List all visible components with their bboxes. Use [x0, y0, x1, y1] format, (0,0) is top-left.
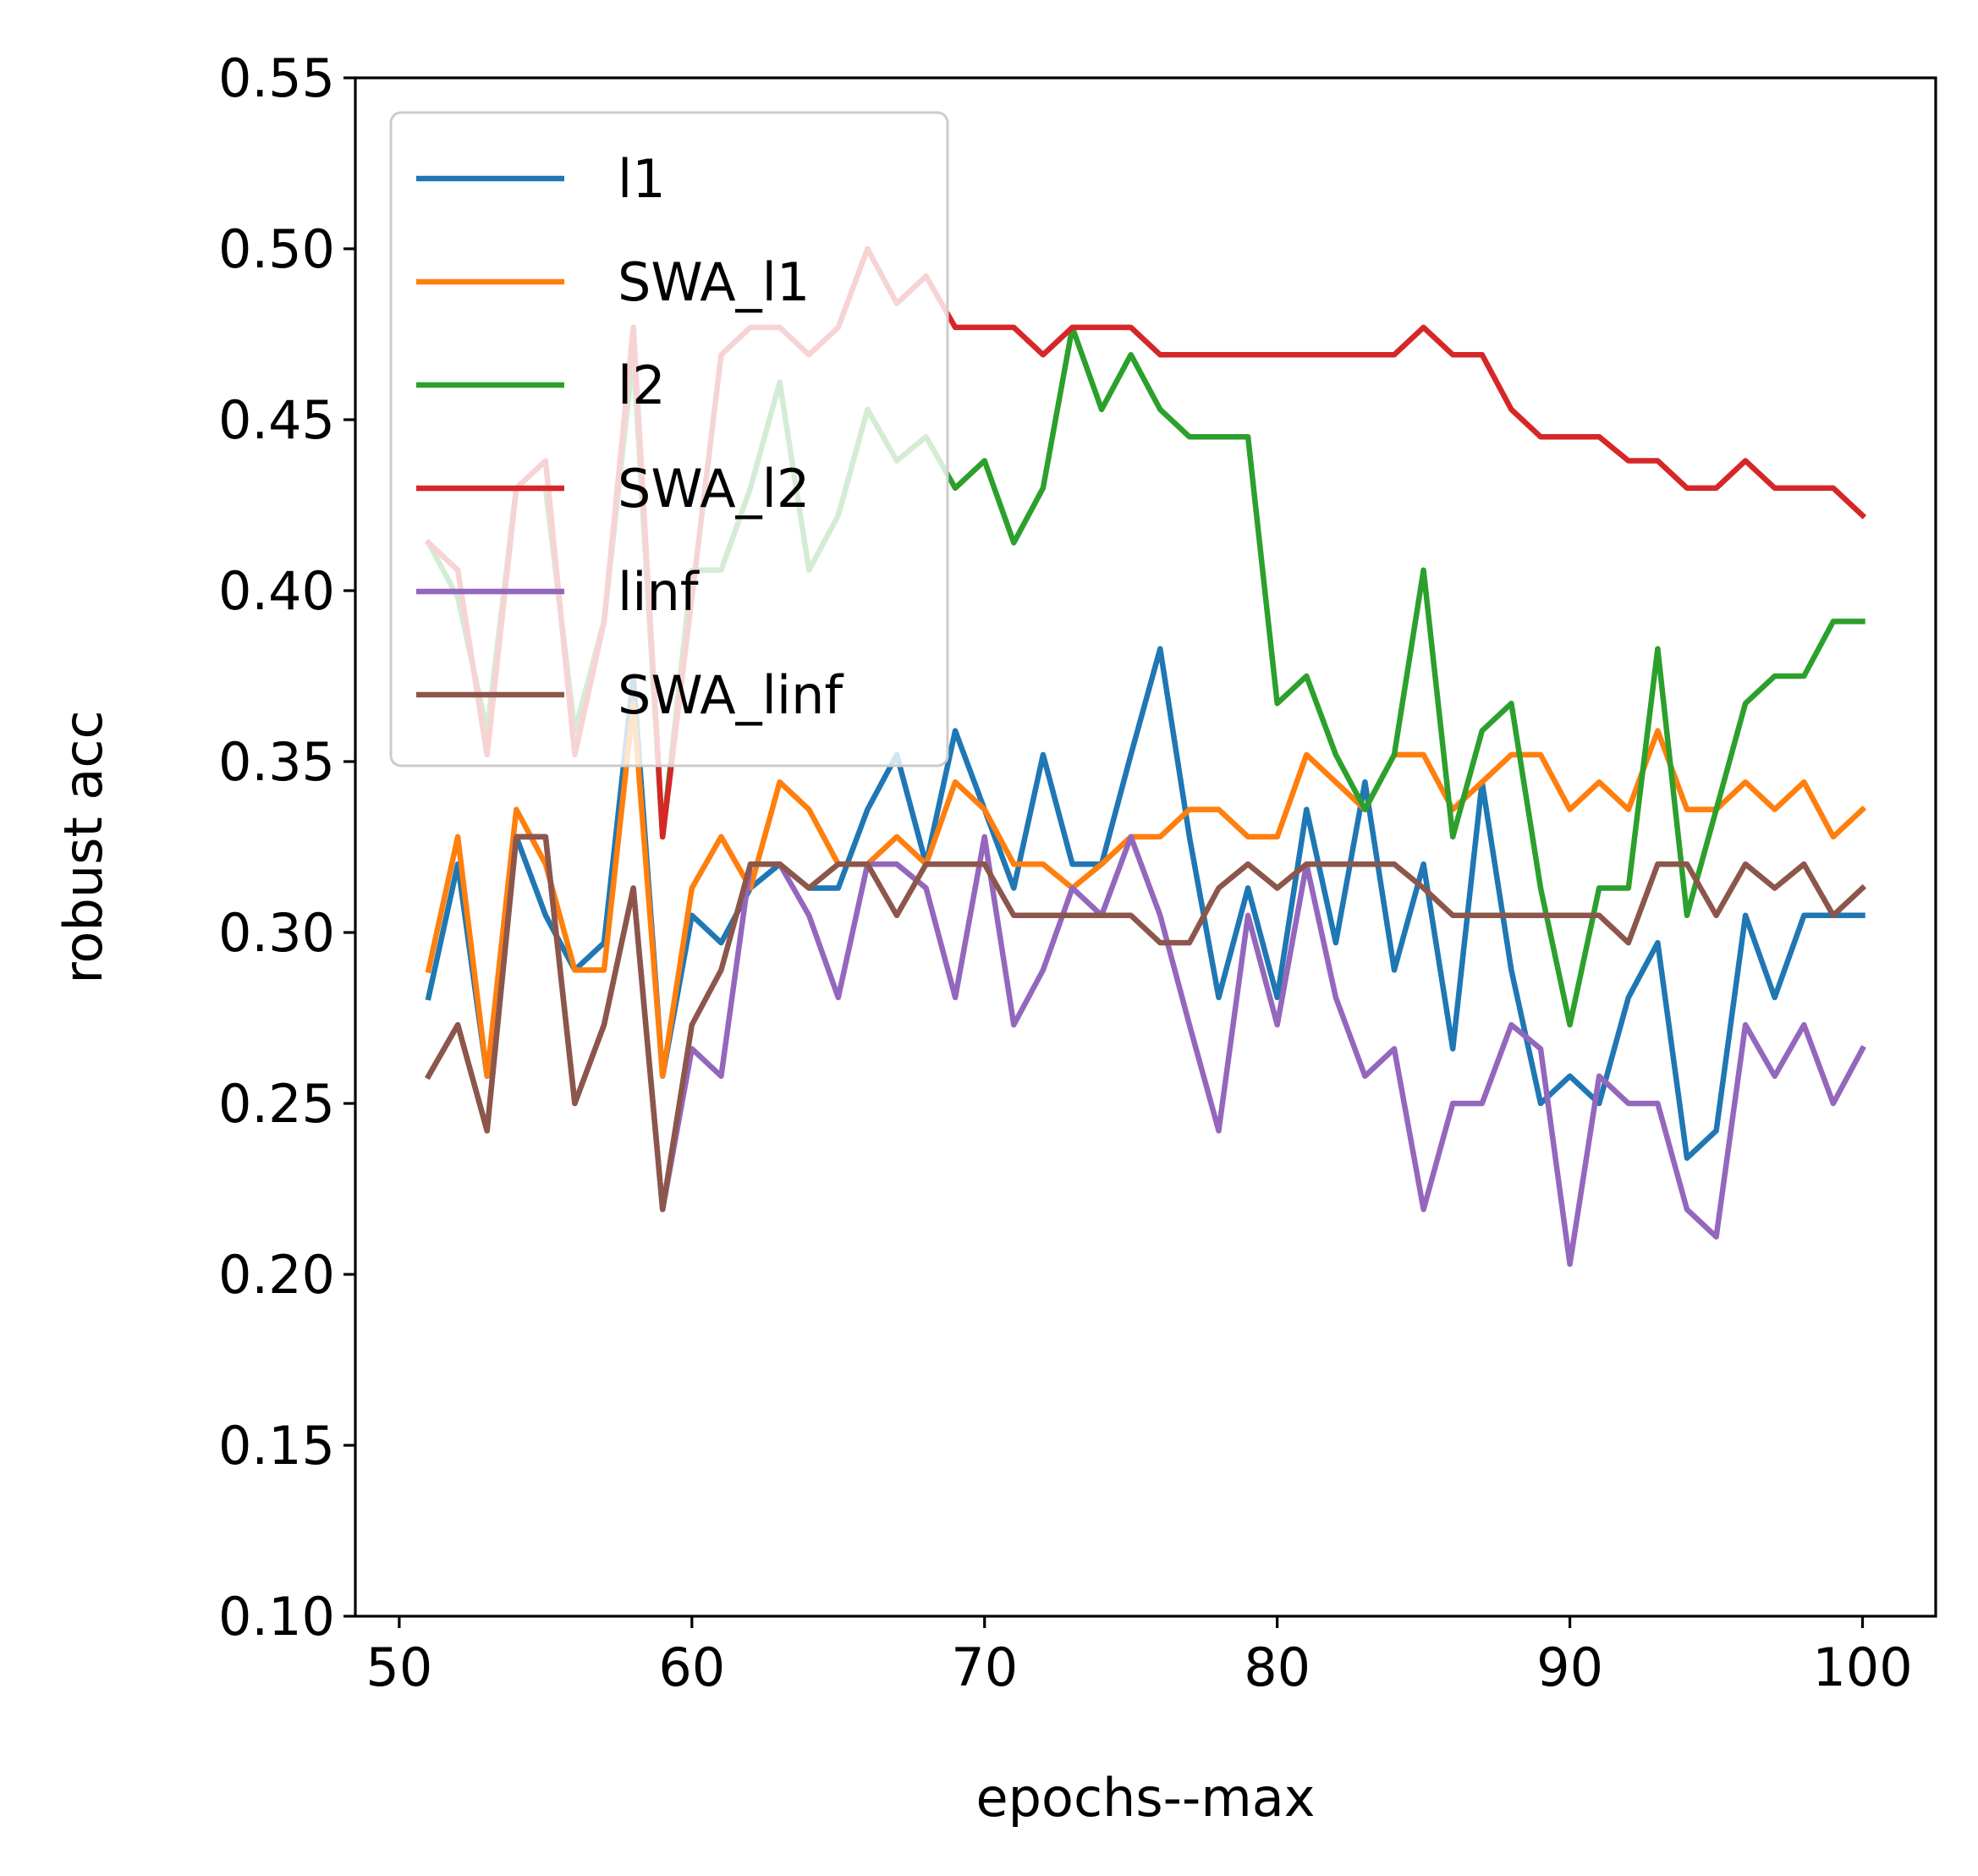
- series-line-swa-linf: [425, 833, 1867, 1213]
- y-tick-label: 0.55: [218, 47, 335, 109]
- series-line-swa-l1: [425, 701, 1867, 1079]
- legend-label-swa-l1: SWA_l1: [618, 251, 810, 313]
- x-tick-label: 90: [1536, 1637, 1603, 1698]
- legend-label-l2: l2: [618, 355, 666, 416]
- legend-box: [389, 111, 949, 767]
- x-tick-label: 80: [1244, 1637, 1310, 1698]
- y-tick-label: 0.25: [218, 1073, 335, 1135]
- y-tick-label: 0.35: [218, 731, 335, 793]
- y-axis-label: robust acc: [52, 710, 114, 983]
- y-tick-label: 0.30: [218, 902, 335, 964]
- y-tick-label: 0.10: [218, 1586, 335, 1648]
- x-tick-label: 100: [1812, 1637, 1912, 1698]
- legend-label-swa-l2: SWA_l2: [618, 458, 810, 520]
- legend-label-l1: l1: [618, 148, 666, 210]
- y-tick-label: 0.50: [218, 218, 335, 280]
- x-tick-label: 50: [365, 1637, 432, 1698]
- legend-label-swa-linf: SWA_linf: [618, 664, 844, 726]
- x-tick-label: 60: [658, 1637, 725, 1698]
- x-axis: 50 60 70 80 90 100: [365, 1616, 1913, 1698]
- plot-frame: [354, 76, 1937, 1618]
- series-layer: [424, 245, 1867, 1268]
- x-axis-label: epochs--max: [976, 1767, 1316, 1829]
- y-tick-label: 0.20: [218, 1244, 335, 1306]
- y-tick-label: 0.40: [218, 560, 335, 622]
- series-line-swa-l2: [424, 245, 1867, 840]
- x-tick-label: 70: [951, 1637, 1018, 1698]
- legend-label-linf: linf: [618, 561, 701, 623]
- y-tick-label: 0.15: [218, 1415, 335, 1477]
- y-tick-label: 0.45: [218, 389, 335, 451]
- y-axis: 0.10 0.15 0.20 0.25 0.30 0.35 0.40 0.45 0.50 0.55: [218, 47, 355, 1648]
